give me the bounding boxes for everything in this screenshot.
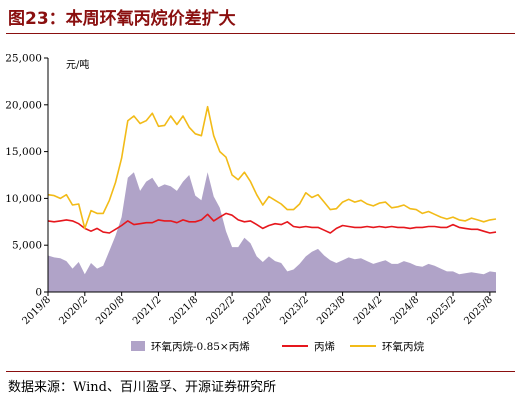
legend-label-propylene-oxide: 环氧丙烷 — [382, 340, 424, 353]
legend-swatch-spread — [131, 341, 145, 351]
legend-label-spread: 环氧丙烷-0.85×丙烯 — [151, 340, 250, 353]
x-tick-label: 2024/2 — [352, 294, 385, 327]
x-tick-label: 2025/2 — [426, 294, 459, 327]
y-tick-label: 0 — [35, 287, 42, 299]
figure-title: 图23：本周环氧丙烷价差扩大 — [8, 9, 236, 29]
x-tick-label: 2022/8 — [241, 294, 274, 327]
x-tick-label: 2025/8 — [462, 294, 495, 327]
x-tick-label: 2020/8 — [94, 294, 127, 327]
y-tick-label: 20,000 — [5, 99, 42, 111]
line-layer — [47, 105, 497, 234]
x-tick-label: 2023/2 — [278, 294, 311, 327]
x-tick-label: 2022/2 — [205, 294, 238, 327]
x-tick-label: 2024/8 — [389, 294, 422, 327]
legend-label-propylene: 丙烯 — [314, 340, 335, 353]
x-tick-label: 2020/2 — [57, 294, 90, 327]
series-line-propylene-oxide — [47, 105, 497, 230]
source-note: 数据来源：Wind、百川盈孚、开源证券研究所 — [8, 380, 276, 395]
y-unit-label: 元/吨 — [66, 58, 89, 71]
y-tick-label: 10,000 — [5, 193, 42, 205]
x-tick-label: 2021/8 — [168, 294, 201, 327]
series-line-propylene — [47, 212, 497, 234]
x-tick-label: 2023/8 — [315, 294, 348, 327]
y-tick-label: 15,000 — [5, 146, 42, 158]
legend: 环氧丙烷-0.85×丙烯 丙烯 环氧丙烷 — [131, 340, 424, 353]
y-tick-label: 25,000 — [5, 53, 42, 65]
title-rule — [6, 33, 515, 34]
source-rule — [6, 371, 515, 372]
spread-area-layer — [48, 172, 496, 292]
series-area-spread — [48, 172, 496, 292]
y-tick-label: 5,000 — [12, 240, 42, 252]
x-tick-label: 2021/2 — [131, 294, 164, 327]
x-tick-label: 2019/8 — [20, 294, 53, 327]
